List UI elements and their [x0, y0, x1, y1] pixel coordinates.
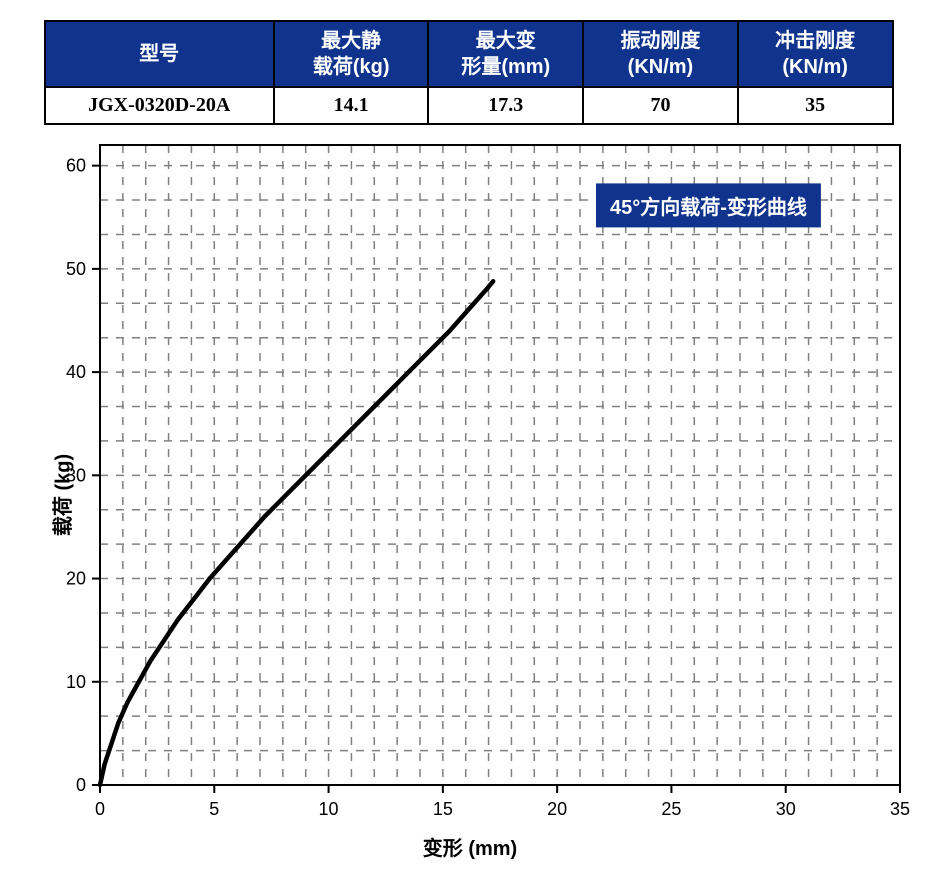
x-axis-label: 变形 (mm): [423, 832, 517, 861]
svg-text:40: 40: [66, 362, 86, 382]
svg-text:5: 5: [209, 799, 219, 819]
table-data-cell: 14.1: [274, 87, 429, 124]
svg-text:0: 0: [76, 775, 86, 795]
svg-text:15: 15: [433, 799, 453, 819]
table-data-cell: JGX-0320D-20A: [45, 87, 274, 124]
svg-text:0: 0: [95, 799, 105, 819]
svg-text:30: 30: [776, 799, 796, 819]
svg-text:60: 60: [66, 156, 86, 176]
spec-table: 型号最大静载荷(kg)最大变形量(mm)振动刚度(KN/m)冲击刚度(KN/m)…: [44, 20, 894, 125]
table-data-row: JGX-0320D-20A14.117.37035: [45, 87, 893, 124]
y-axis-label: 载荷 (kg): [47, 454, 76, 536]
svg-text:10: 10: [66, 672, 86, 692]
chart-svg: 05101520253035010203040506045°方向载荷-变形曲线: [20, 135, 920, 835]
svg-text:10: 10: [319, 799, 339, 819]
svg-text:20: 20: [547, 799, 567, 819]
svg-text:50: 50: [66, 259, 86, 279]
svg-text:25: 25: [661, 799, 681, 819]
table-header-cell: 型号: [45, 21, 274, 87]
svg-text:20: 20: [66, 569, 86, 589]
table-header-cell: 振动刚度(KN/m): [583, 21, 738, 87]
table-data-cell: 70: [583, 87, 738, 124]
table-data-cell: 35: [738, 87, 893, 124]
table-data-cell: 17.3: [428, 87, 583, 124]
svg-text:35: 35: [890, 799, 910, 819]
chart-container: 载荷 (kg) 05101520253035010203040506045°方向…: [20, 135, 920, 855]
svg-text:45°方向载荷-变形曲线: 45°方向载荷-变形曲线: [610, 195, 807, 219]
table-header-cell: 最大静载荷(kg): [274, 21, 429, 87]
table-header-cell: 最大变形量(mm): [428, 21, 583, 87]
table-header-cell: 冲击刚度(KN/m): [738, 21, 893, 87]
table-header-row: 型号最大静载荷(kg)最大变形量(mm)振动刚度(KN/m)冲击刚度(KN/m): [45, 21, 893, 87]
